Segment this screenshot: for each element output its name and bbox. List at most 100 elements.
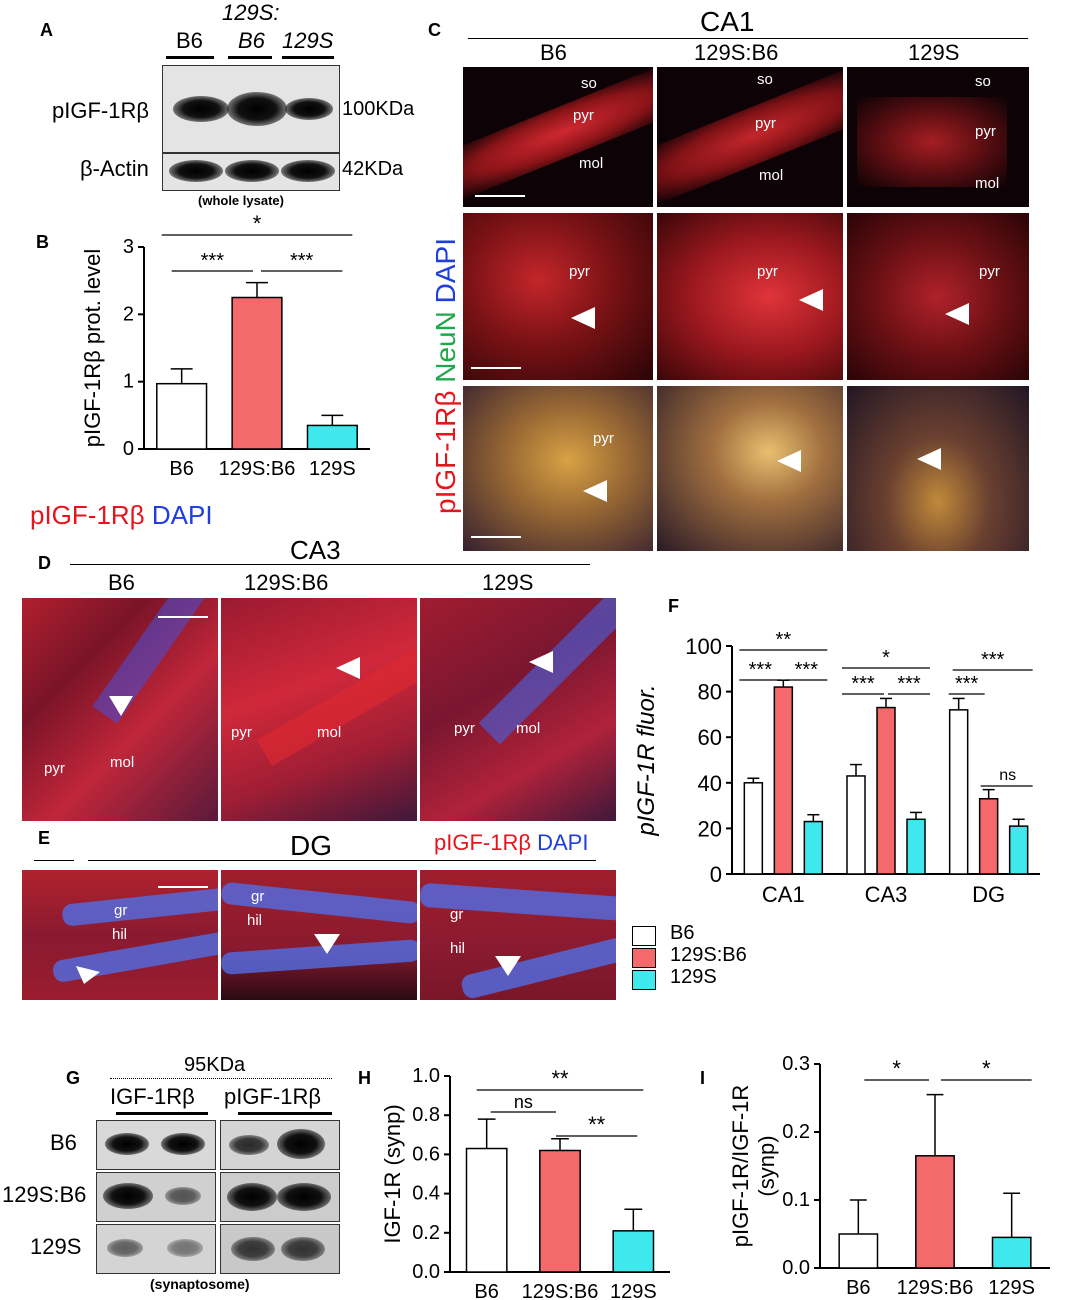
arrowhead-icon <box>109 696 133 716</box>
significance-label: *** <box>290 250 314 272</box>
label-pyr: pyr <box>979 263 1000 280</box>
image-ca1-b6-low: so pyr mol <box>463 67 653 207</box>
side-label-blue: DAPI <box>430 238 461 304</box>
y-tick-label: 0.4 <box>412 1183 440 1205</box>
pyramidal-layer <box>857 97 1007 187</box>
image-ca1-129s-low: so pyr mol <box>847 67 1029 207</box>
granule-layer <box>459 935 616 1000</box>
significance-label: ns <box>514 1092 533 1112</box>
blot-band <box>281 160 335 182</box>
g-underline <box>238 1112 332 1115</box>
significance-label: *** <box>795 659 819 681</box>
image-ca3-b6: pyr mol <box>22 598 218 821</box>
y-tick-label: 0.6 <box>412 1143 440 1165</box>
ca1-title: CA1 <box>700 6 755 37</box>
y-tick-label: 0 <box>710 862 722 887</box>
y-tick-label: 100 <box>685 634 722 659</box>
bar <box>231 296 283 450</box>
image-ca1-mix-low: so pyr mol <box>657 67 843 207</box>
g-col2: pIGF-1Rβ <box>224 1084 322 1109</box>
legend-item-129s: 129S <box>670 966 717 988</box>
label-pyr: pyr <box>573 107 594 124</box>
g-caption: (synaptosome) <box>150 1276 250 1292</box>
significance-label: ns <box>999 767 1016 784</box>
arrowhead-icon <box>777 450 801 472</box>
side-label-green: NeuN <box>430 303 461 383</box>
label-pyr: pyr <box>569 263 590 280</box>
label-pyr: pyr <box>975 123 996 140</box>
bar <box>991 1236 1032 1269</box>
blot-pigf1r <box>162 65 340 153</box>
label-mol: mol <box>317 724 342 741</box>
y-axis-label: pIGF-1R fluor. <box>633 684 660 836</box>
legend-item-b6: B6 <box>670 922 695 944</box>
panel-label-i: I <box>700 1068 706 1088</box>
legend-swatch-b6 <box>632 926 656 946</box>
mw-label-2: 42KDa <box>342 158 404 180</box>
x-tick-label: B6 <box>169 458 193 475</box>
y-tick-label: 0 <box>123 438 134 460</box>
label-pyr: pyr <box>454 720 475 737</box>
image-dg-b6: gr hil <box>22 870 218 1000</box>
bar <box>846 775 866 875</box>
label-pyr: pyr <box>757 263 778 280</box>
image-dg-129s: gr hil <box>420 870 616 1000</box>
side-label-red: pIGF-1Rβ <box>430 382 461 514</box>
label-pyr: pyr <box>44 760 65 777</box>
label-pyr: pyr <box>231 724 252 741</box>
blot-band <box>167 1239 203 1257</box>
g-row-129s: 129S <box>30 1234 82 1259</box>
blot-band <box>107 1239 143 1257</box>
pyramidal-layer <box>657 67 843 205</box>
y-tick-label: 20 <box>698 816 722 841</box>
blot-g-pigf-b6 <box>220 1120 340 1170</box>
y-tick-label: 1.0 <box>412 1065 440 1087</box>
significance-label: ** <box>551 1066 569 1091</box>
legend-dapi-text: DAPI <box>151 500 213 530</box>
blot-band <box>227 92 287 126</box>
label-gr: gr <box>450 906 464 923</box>
y-tick-label: 3 <box>123 236 134 258</box>
g-row-b6: B6 <box>50 1130 77 1155</box>
scale-bar <box>475 195 525 197</box>
label-hil: hil <box>450 940 466 957</box>
image-ca1-b6-zoom: pyr <box>463 213 653 380</box>
row-label-actin: β-Actin <box>80 156 149 181</box>
y-axis-label: pIGF-1Rβ prot. level <box>80 249 105 448</box>
y-tick-label: 0.8 <box>412 1104 440 1126</box>
x-tick-label: 129S <box>610 1281 657 1300</box>
bar <box>915 1155 955 1269</box>
group-header: 129S: <box>222 0 280 25</box>
label-hil: hil <box>247 912 263 929</box>
bar <box>773 686 794 875</box>
arrowhead-icon <box>529 651 553 673</box>
significance-label: *** <box>749 659 773 681</box>
y-tick-label: 0.0 <box>412 1261 440 1283</box>
bar <box>906 818 926 875</box>
dg-rule <box>88 860 596 861</box>
label-gr: gr <box>251 888 265 905</box>
panel-label-c: C <box>428 20 441 40</box>
y-tick-label: 80 <box>698 680 722 705</box>
bar <box>948 709 969 875</box>
arrowhead-icon <box>336 657 360 679</box>
bar <box>612 1230 655 1273</box>
x-tick-label: CA1 <box>762 882 805 907</box>
g-row-mix: 129S:B6 <box>2 1182 87 1207</box>
legend-pigf-text: pIGF-1Rβ <box>30 500 152 530</box>
blot-band <box>277 1129 325 1159</box>
bar <box>743 782 764 875</box>
arrowhead-icon <box>314 934 340 954</box>
arrowhead-icon <box>495 956 521 976</box>
chart-i: 0.0 0.1 0.2 0.3 pIGF-1R/IGF-1R (synp) B6 129S:B… <box>728 1053 1050 1299</box>
significance-label: ** <box>776 629 792 651</box>
bar <box>838 1233 879 1269</box>
image-ca1-mix-merge <box>657 386 843 551</box>
label-hil: hil <box>112 926 128 943</box>
g-col1: IGF-1Rβ <box>110 1084 195 1109</box>
y-axis-label: (synp) <box>754 1135 779 1196</box>
blot-band <box>229 1135 269 1155</box>
significance-label: *** <box>897 673 921 695</box>
blot-band <box>161 1133 205 1155</box>
blot-g-pigf-mix <box>220 1172 340 1222</box>
